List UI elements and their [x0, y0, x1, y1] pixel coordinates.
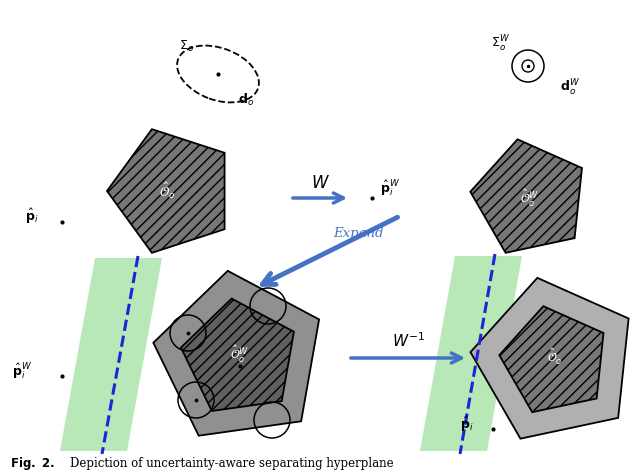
- Text: Depiction of uncertainty-aware separating hyperplane: Depiction of uncertainty-aware separatin…: [70, 456, 394, 469]
- Polygon shape: [470, 139, 582, 253]
- Polygon shape: [107, 129, 225, 253]
- Polygon shape: [60, 258, 162, 451]
- Text: $\mathbf{d}_o$: $\mathbf{d}_o$: [238, 92, 254, 108]
- Text: $\hat{\mathbf{p}}_i$: $\hat{\mathbf{p}}_i$: [25, 207, 38, 226]
- Text: $\hat{\mathbf{p}}_i$: $\hat{\mathbf{p}}_i$: [460, 415, 474, 434]
- Text: $\mathbf{d}_o^W$: $\mathbf{d}_o^W$: [560, 78, 580, 98]
- Text: $\hat{\mathcal{O}}_o$: $\hat{\mathcal{O}}_o$: [159, 181, 175, 201]
- Text: $\hat{\mathcal{O}}_o^W$: $\hat{\mathcal{O}}_o^W$: [230, 343, 250, 365]
- Text: $\hat{\mathbf{p}}_i^W$: $\hat{\mathbf{p}}_i^W$: [12, 361, 32, 381]
- Text: $\hat{\mathcal{O}}_o^W$: $\hat{\mathcal{O}}_o^W$: [520, 187, 540, 209]
- Text: $\Sigma_o^W$: $\Sigma_o^W$: [490, 34, 509, 54]
- Text: $\mathbf{Fig.\ 2.}$: $\mathbf{Fig.\ 2.}$: [10, 455, 54, 472]
- Polygon shape: [499, 306, 604, 412]
- Text: $W^{-1}$: $W^{-1}$: [392, 332, 424, 350]
- Text: $\hat{\mathcal{O}}_o$: $\hat{\mathcal{O}}_o$: [547, 347, 563, 367]
- Polygon shape: [181, 298, 294, 411]
- Polygon shape: [420, 256, 522, 451]
- Text: $W$: $W$: [310, 175, 330, 191]
- Text: $\hat{\mathbf{p}}_i^W$: $\hat{\mathbf{p}}_i^W$: [380, 178, 400, 198]
- Polygon shape: [470, 278, 628, 439]
- Polygon shape: [154, 271, 319, 436]
- Text: Expand: Expand: [333, 228, 383, 240]
- Text: $\Sigma_o$: $\Sigma_o$: [179, 39, 193, 54]
